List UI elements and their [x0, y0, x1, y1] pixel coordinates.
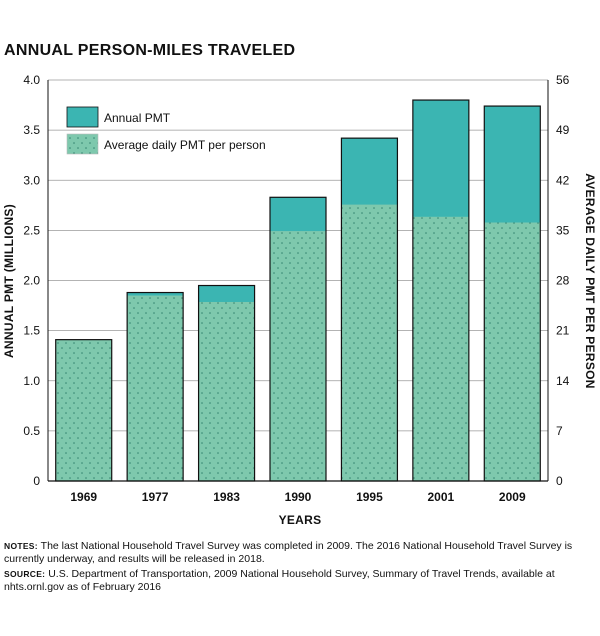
bar-avg-daily-pmt	[270, 231, 326, 481]
source-body: U.S. Department of Transportation, 2009 …	[4, 568, 555, 593]
y-tick-label-left: 2.0	[23, 274, 40, 288]
legend-swatch-avg-daily-pmt	[66, 133, 99, 155]
bar-avg-daily-pmt	[341, 204, 398, 481]
footnotes: NOTES: The last National Household Trave…	[4, 540, 584, 594]
y-axis-title-right: AVERAGE DAILY PMT PER PERSON	[583, 173, 597, 389]
notes-text: NOTES: The last National Household Trave…	[4, 540, 584, 566]
bars	[55, 99, 541, 482]
bar-avg-daily-pmt	[484, 222, 541, 481]
x-tick-label: 1995	[356, 490, 383, 504]
bar-avg-daily-pmt	[55, 339, 112, 481]
y-tick-label-left: 1.5	[23, 324, 40, 338]
source-text: SOURCE: U.S. Department of Transportatio…	[4, 568, 584, 594]
y-tick-label-right: 56	[556, 73, 570, 87]
y-tick-label-left: 0.5	[23, 424, 40, 438]
y-tick-label-left: 1.0	[23, 374, 40, 388]
y-tick-label-left: 0	[33, 474, 40, 488]
y-tick-label-right: 0	[556, 474, 563, 488]
x-tick-label: 1983	[213, 490, 240, 504]
y-tick-label-left: 3.5	[23, 123, 40, 137]
y-tick-label-left: 2.5	[23, 223, 40, 237]
chart-title: ANNUAL PERSON-MILES TRAVELED	[4, 42, 296, 59]
x-tick-label: 1969	[70, 490, 97, 504]
y-axis-title-left: ANNUAL PMT (MILLIONS)	[2, 204, 16, 358]
x-tick-label: 1990	[285, 490, 312, 504]
y-tick-label-right: 49	[556, 123, 570, 137]
x-tick-label: 1977	[142, 490, 169, 504]
notes-body: The last National Household Travel Surve…	[4, 540, 573, 565]
source-label: SOURCE:	[4, 569, 46, 579]
bar-avg-daily-pmt	[412, 216, 469, 481]
legend-swatch-annual-pmt	[66, 106, 99, 128]
bar-avg-daily-pmt	[198, 301, 255, 481]
x-tick-label: 2009	[499, 490, 526, 504]
y-tick-label-right: 35	[556, 223, 570, 237]
axes: 0 0 0.5 7 1.0 14 1.5 21 2.0 28 2.5 35 3.0 42 3.5 49 4.0 5…	[23, 73, 569, 504]
y-tick-label-left: 3.0	[23, 173, 40, 187]
y-tick-label-right: 28	[556, 274, 570, 288]
y-tick-label-right: 14	[556, 374, 570, 388]
y-tick-label-right: 21	[556, 324, 570, 338]
y-tick-label-left: 4.0	[23, 73, 40, 87]
bar-avg-daily-pmt	[127, 295, 184, 481]
notes-label: NOTES:	[4, 541, 38, 551]
legend: Annual PMT Average daily PMT per person	[66, 106, 266, 155]
bar-chart: 0 0 0.5 7 1.0 14 1.5 21 2.0 28 2.5 35 3.0 42 3.5 49 4.0 5…	[2, 73, 597, 527]
legend-label-annual-pmt: Annual PMT	[104, 111, 171, 125]
x-axis-title: YEARS	[279, 513, 322, 527]
x-tick-label: 2001	[428, 490, 455, 504]
y-tick-label-right: 7	[556, 424, 563, 438]
legend-label-avg-daily-pmt: Average daily PMT per person	[104, 138, 266, 152]
y-tick-label-right: 42	[556, 173, 570, 187]
